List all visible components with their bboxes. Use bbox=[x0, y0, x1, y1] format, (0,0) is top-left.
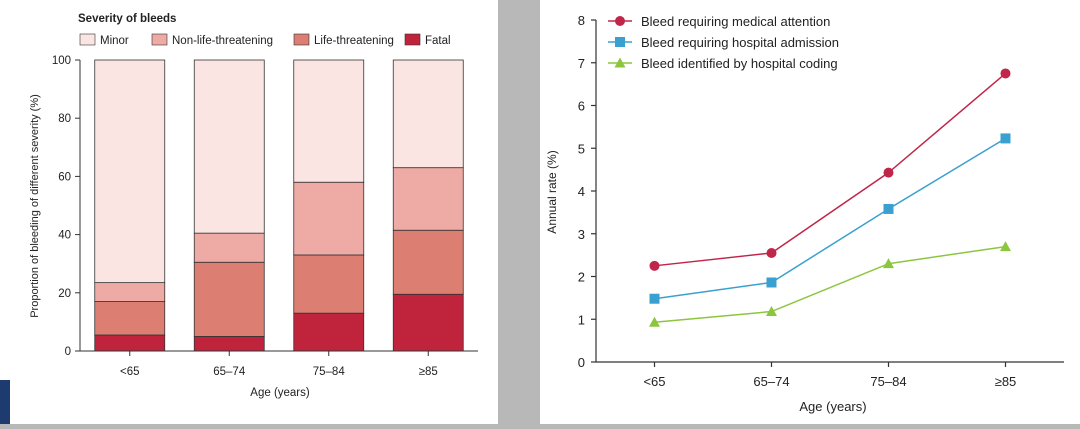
legend-label: Non-life-threatening bbox=[172, 35, 273, 47]
series bbox=[649, 68, 1011, 327]
bar-segment bbox=[94, 282, 166, 302]
legend: Bleed requiring medical attention Bleed r… bbox=[608, 14, 839, 71]
y-tick-label: 0 bbox=[578, 355, 585, 370]
y-axis-label: Proportion of bleeding of different seve… bbox=[29, 94, 41, 318]
data-point bbox=[766, 277, 777, 288]
series bbox=[649, 133, 1011, 304]
x-tick-label: ≥85 bbox=[419, 366, 438, 378]
bar-segment bbox=[293, 312, 365, 352]
data-point bbox=[649, 316, 660, 327]
bar-segment bbox=[392, 229, 464, 295]
y-tick-label: 1 bbox=[578, 312, 585, 327]
x-tick-label: <65 bbox=[643, 374, 665, 389]
bar-segment bbox=[193, 261, 265, 337]
legend: Minor Non-life-threatening Life-threatenin… bbox=[79, 33, 451, 47]
data-point bbox=[1000, 241, 1011, 252]
legend-label: Bleed requiring hospital admission bbox=[641, 35, 839, 50]
y-tick-label: 80 bbox=[58, 113, 71, 125]
bar-stack bbox=[392, 59, 464, 352]
legend-label: Fatal bbox=[425, 35, 451, 47]
legend-item: Bleed identified by hospital coding bbox=[608, 56, 838, 71]
bar-segment bbox=[94, 59, 166, 284]
legend-marker bbox=[615, 37, 625, 47]
x-axis: <65 65–74 75–84 ≥85 bbox=[80, 350, 478, 378]
legend-label: Life-threatening bbox=[314, 35, 394, 47]
data-point bbox=[883, 258, 894, 269]
legend-swatch bbox=[404, 33, 421, 46]
legend-item: Non-life-threatening bbox=[151, 33, 273, 47]
bar-segment bbox=[293, 59, 365, 183]
x-tick-label: ≥85 bbox=[995, 374, 1017, 389]
x-axis-label: Age (years) bbox=[799, 399, 866, 414]
data-point bbox=[1000, 68, 1011, 79]
axes: 0 1 2 3 4 5 6 7 8 <65 65–74 75–84 ≥85 bbox=[578, 13, 1064, 389]
stacked-bar-chart: Severity of bleeds Minor Non-life-threate… bbox=[29, 13, 478, 399]
bar-segment bbox=[293, 254, 365, 314]
data-point bbox=[1000, 133, 1011, 144]
x-tick-label: 65–74 bbox=[753, 374, 789, 389]
line-chart-panel: Bleed requiring medical attention Bleed r… bbox=[540, 0, 1080, 424]
data-point bbox=[766, 247, 777, 258]
bar-segment bbox=[392, 293, 464, 352]
legend-item: Fatal bbox=[404, 33, 451, 47]
data-point bbox=[649, 293, 660, 304]
y-tick-label: 4 bbox=[578, 184, 585, 199]
y-tick-label: 3 bbox=[578, 227, 585, 242]
series bbox=[649, 68, 1011, 271]
series-line bbox=[654, 245, 1006, 323]
legend-label: Bleed identified by hospital coding bbox=[641, 56, 838, 71]
edge-strip bbox=[0, 380, 10, 424]
data-point bbox=[766, 306, 777, 317]
legend-item: Bleed requiring hospital admission bbox=[608, 35, 839, 50]
data-point bbox=[883, 167, 894, 178]
data-point bbox=[649, 260, 660, 271]
x-tick-label: 75–84 bbox=[313, 366, 346, 378]
bar-segment bbox=[392, 167, 464, 231]
bar-segment bbox=[293, 181, 365, 256]
line-chart: Bleed requiring medical attention Bleed r… bbox=[545, 13, 1064, 414]
legend-marker bbox=[614, 57, 626, 68]
series-line bbox=[654, 137, 1006, 300]
bar-segment bbox=[193, 59, 265, 234]
legend-swatch bbox=[293, 33, 310, 46]
legend-item: Life-threatening bbox=[293, 33, 394, 47]
data-point bbox=[883, 203, 894, 214]
legend-marker bbox=[615, 16, 625, 26]
y-tick-label: 20 bbox=[58, 288, 71, 300]
y-tick-label: 100 bbox=[52, 55, 71, 67]
x-tick-label: 75–84 bbox=[870, 374, 906, 389]
bar-stack bbox=[293, 59, 365, 352]
bar-segment bbox=[392, 59, 464, 169]
y-tick-label: 0 bbox=[65, 346, 71, 358]
y-tick-label: 60 bbox=[58, 171, 71, 183]
bar-stack bbox=[94, 59, 166, 352]
bar-segment bbox=[193, 336, 265, 352]
y-tick-label: 6 bbox=[578, 99, 585, 114]
bar-segment bbox=[94, 301, 166, 336]
y-tick-label: 5 bbox=[578, 141, 585, 156]
legend-swatch bbox=[151, 33, 168, 46]
x-tick-label: <65 bbox=[120, 366, 140, 378]
bar-segment bbox=[193, 232, 265, 263]
y-axis-label: Annual rate (%) bbox=[545, 150, 559, 233]
legend-label: Minor bbox=[100, 35, 129, 47]
y-axis: 0 20 40 60 80 100 bbox=[52, 55, 81, 358]
y-tick-label: 40 bbox=[58, 230, 71, 242]
x-axis-label: Age (years) bbox=[250, 387, 310, 399]
y-tick-label: 7 bbox=[578, 56, 585, 71]
legend-label: Bleed requiring medical attention bbox=[641, 14, 830, 29]
bars bbox=[94, 59, 464, 352]
y-tick-label: 2 bbox=[578, 270, 585, 285]
legend-item: Bleed requiring medical attention bbox=[608, 14, 830, 29]
y-tick-label: 8 bbox=[578, 13, 585, 28]
stacked-bar-chart-panel: Severity of bleeds Minor Non-life-threate… bbox=[0, 0, 498, 424]
x-tick-label: 65–74 bbox=[213, 366, 246, 378]
bar-stack bbox=[193, 59, 265, 352]
legend-item: Minor bbox=[79, 33, 129, 47]
legend-title: Severity of bleeds bbox=[78, 13, 176, 25]
bar-segment bbox=[94, 334, 166, 352]
legend-swatch bbox=[79, 33, 96, 46]
series-line bbox=[654, 72, 1006, 267]
series bbox=[649, 241, 1011, 327]
